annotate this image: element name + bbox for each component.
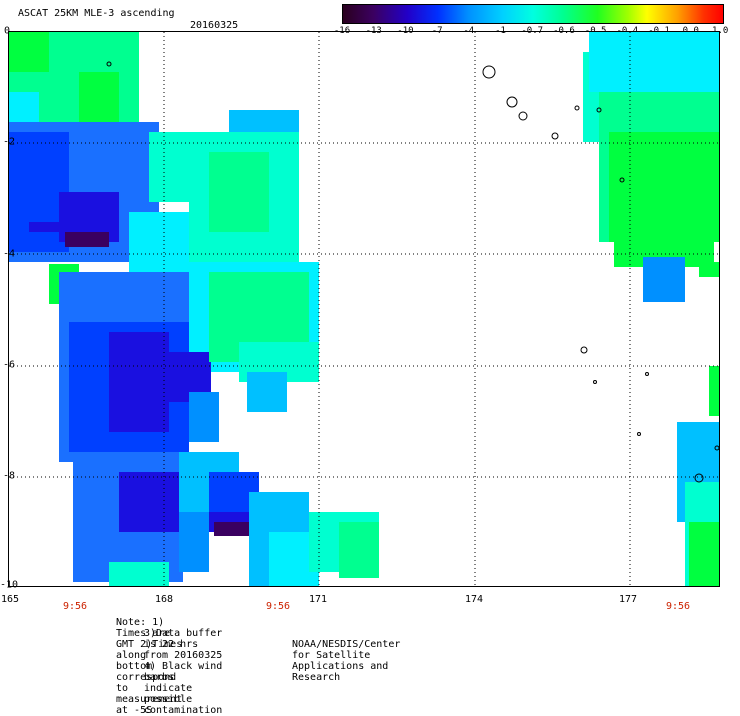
- wind-cell: [79, 72, 119, 122]
- lon-label: 165: [0, 594, 20, 605]
- island-outline: [619, 177, 625, 183]
- island-outline: [580, 346, 588, 354]
- island-outline: [106, 61, 112, 67]
- wind-cell: [589, 32, 719, 92]
- island-outline: [593, 380, 597, 384]
- island-outline: [518, 111, 528, 121]
- wind-cell: [339, 522, 379, 578]
- island-outline: [645, 372, 649, 376]
- wind-data-swaths: [9, 32, 719, 586]
- wind-cell: [149, 482, 179, 532]
- island-outline: [506, 96, 518, 108]
- lon-label: 171: [308, 594, 328, 605]
- map-title: ASCAT 25KM MLE-3 ascending: [18, 8, 175, 19]
- wind-cell: [709, 366, 719, 416]
- time-label: 9:56: [665, 601, 691, 612]
- wind-cell: [189, 362, 211, 392]
- wind-cell: [9, 32, 49, 72]
- note-line-2: 3)Data buffer is 22 hrs from 20160325 4)…: [144, 628, 223, 716]
- island-outline: [596, 107, 602, 113]
- lat-label: -4: [3, 248, 16, 260]
- lat-label: 0: [4, 25, 11, 37]
- island-outline: [551, 132, 559, 140]
- island-outline: [574, 105, 580, 111]
- lon-label: 168: [154, 594, 174, 605]
- time-label: 9:56: [265, 601, 291, 612]
- lat-label: -10: [0, 579, 19, 591]
- wind-cell: [9, 92, 39, 122]
- wind-cell: [179, 512, 209, 572]
- wind-map-canvas: [9, 32, 719, 586]
- wind-cell: [214, 522, 254, 536]
- coastline-islands: [106, 61, 719, 483]
- lat-label: -2: [3, 136, 16, 148]
- island-outline: [714, 445, 719, 451]
- island-outline: [637, 432, 641, 436]
- wind-cell: [109, 332, 169, 432]
- colorbar-tick: 1.0: [712, 26, 729, 36]
- wind-cell: [209, 152, 269, 232]
- note-line-3: NOAA/NESDIS/Center for Satellite Applica…: [292, 639, 401, 683]
- wind-cell: [699, 262, 719, 277]
- wind-cell: [29, 222, 59, 232]
- wind-cell: [109, 562, 169, 586]
- time-label: 9:56: [62, 601, 88, 612]
- wind-cell: [689, 522, 719, 586]
- wind-cell: [247, 372, 287, 412]
- wind-map-plot: [8, 31, 720, 587]
- lon-label: 174: [464, 594, 484, 605]
- lon-label: 177: [618, 594, 638, 605]
- island-outline: [694, 473, 704, 483]
- color-scale-bar: [342, 4, 724, 24]
- wind-cell: [65, 232, 109, 247]
- lat-label: -8: [3, 470, 16, 482]
- wind-cell: [609, 132, 719, 242]
- lat-lon-grid: [9, 32, 719, 586]
- wind-cell: [189, 392, 219, 442]
- island-outline: [482, 65, 496, 79]
- wind-cell: [643, 257, 685, 302]
- lat-label: -6: [3, 359, 16, 371]
- map-date: 20160325: [190, 20, 239, 31]
